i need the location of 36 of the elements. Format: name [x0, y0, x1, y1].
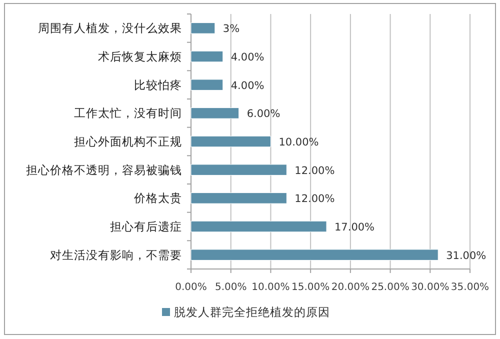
data-label: 31.00% — [446, 250, 486, 262]
y-tick-label: 担心价格不透明，容易被骗钱 — [26, 162, 182, 177]
x-tick-label: 10.00% — [252, 282, 290, 293]
x-tick-label: 0.00% — [175, 282, 207, 293]
y-tick-label: 比较怕疼 — [134, 78, 182, 92]
data-label: 4.00% — [230, 80, 264, 92]
bar — [190, 164, 287, 176]
y-tick-label: 价格太贵 — [133, 191, 182, 206]
data-label: 4.00% — [230, 52, 264, 64]
data-label: 17.00% — [334, 222, 375, 234]
y-tick-label: 对生活没有影响，不需要 — [50, 248, 182, 262]
bar — [190, 22, 216, 34]
y-tick-label: 担心有后遗症 — [110, 220, 182, 234]
x-tick-label: 30.00% — [411, 282, 450, 293]
x-tick-label: 5.00% — [214, 282, 247, 293]
data-label: 6.00% — [246, 108, 280, 120]
x-tick-label: 15.00% — [292, 282, 330, 293]
bar — [190, 220, 327, 232]
data-label: 3% — [222, 23, 240, 36]
bar — [190, 79, 224, 90]
bar — [190, 192, 287, 204]
y-tick-label: 担心外面机构不正规 — [74, 134, 182, 148]
bar — [190, 50, 224, 62]
legend: 脱发人群完全拒绝植发的原因 — [162, 305, 330, 319]
data-label: 12.00% — [294, 193, 335, 206]
y-tick-label: 术后恢复太麻烦 — [98, 50, 182, 64]
y-tick-label: 周围有人植发，没什么效果 — [38, 21, 182, 36]
x-tick-label: 20.00% — [331, 282, 370, 293]
data-label: 12.00% — [294, 164, 335, 177]
y-tick-label: 工作太忙，没有时间 — [74, 106, 182, 120]
bar — [190, 108, 240, 119]
data-label: 10.00% — [278, 136, 319, 148]
x-tick-label: 35.00% — [450, 282, 490, 293]
bar — [190, 136, 271, 148]
x-tick-label: 25.00% — [371, 282, 410, 293]
bar — [190, 249, 438, 260]
